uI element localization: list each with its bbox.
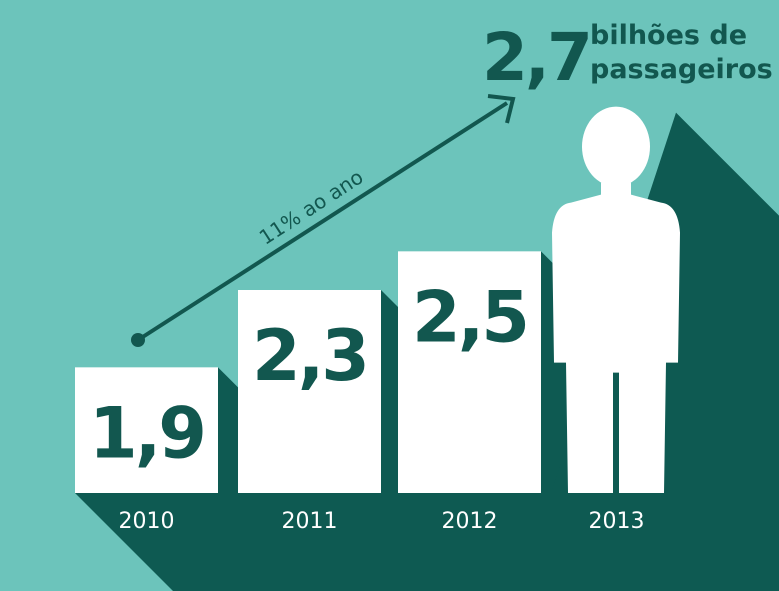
headline-value: 2,7 — [482, 19, 590, 96]
person-bar — [552, 182, 680, 493]
x-tick-label: 2011 — [282, 509, 338, 534]
headline-line: bilhões de — [590, 20, 747, 51]
bar — [75, 367, 218, 493]
x-tick-label: 2013 — [589, 509, 645, 534]
bar — [398, 251, 541, 493]
headline-line: passageiros — [590, 54, 773, 85]
value-label: 2,3 — [252, 315, 367, 397]
arrow-head — [487, 94, 516, 124]
arrow-start — [131, 333, 145, 347]
trend-arrow — [136, 101, 509, 342]
value-label: 2,5 — [412, 276, 527, 358]
x-tick-label: 2010 — [119, 509, 175, 534]
person-head — [582, 106, 650, 187]
value-label: 1,9 — [89, 392, 204, 474]
x-tick-label: 2012 — [442, 509, 498, 534]
bar — [238, 290, 381, 493]
